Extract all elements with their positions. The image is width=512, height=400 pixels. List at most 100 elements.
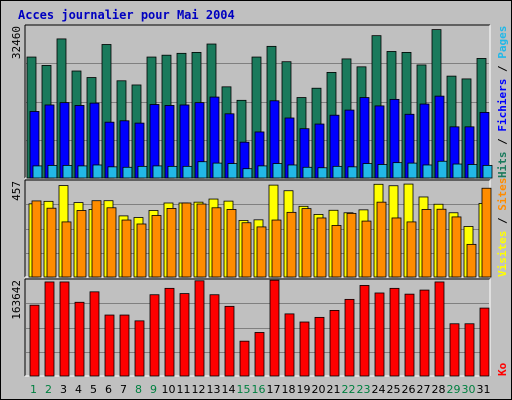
bar-pages-day-4 bbox=[77, 165, 88, 179]
x-tick-label-day-2: 2 bbox=[45, 383, 52, 396]
bar-pages-day-13 bbox=[212, 162, 223, 179]
bar-ko-day-5 bbox=[89, 291, 100, 377]
legend-entry: Fichiers bbox=[496, 79, 509, 132]
bar-sites-day-14 bbox=[226, 209, 237, 278]
bar-ko-day-15 bbox=[239, 340, 250, 377]
bar-sites-day-3 bbox=[61, 221, 72, 278]
bar-sites-day-2 bbox=[46, 207, 57, 278]
x-tick-label-day-14: 14 bbox=[222, 383, 236, 396]
panel-middle: 457 Visites / Sites bbox=[10, 178, 509, 278]
bar-ko-day-26 bbox=[404, 293, 415, 377]
legend-top: Hits / Fichiers / Pages bbox=[496, 26, 509, 178]
x-tick-label-day-21: 21 bbox=[327, 383, 341, 396]
x-tick-label-day-17: 17 bbox=[267, 383, 281, 396]
bar-pages-day-21 bbox=[332, 165, 343, 179]
x-tick-label-day-31: 31 bbox=[477, 383, 491, 396]
bar-sites-day-22 bbox=[346, 212, 357, 278]
bar-ko-day-6 bbox=[104, 314, 115, 377]
bar-pages-day-14 bbox=[227, 163, 238, 179]
x-tick-label-day-26: 26 bbox=[402, 383, 416, 396]
bar-pages-day-10 bbox=[167, 165, 178, 179]
x-tick-label-day-13: 13 bbox=[207, 383, 221, 396]
bar-pages-day-5 bbox=[92, 164, 103, 179]
x-tick-label-day-9: 9 bbox=[150, 383, 157, 396]
bar-sites-day-23 bbox=[361, 220, 372, 278]
bar-pages-day-20 bbox=[317, 167, 328, 179]
bar-sites-day-11 bbox=[181, 202, 192, 278]
bar-pages-day-16 bbox=[257, 165, 268, 179]
bar-ko-day-31 bbox=[479, 307, 490, 377]
x-tick-label-day-3: 3 bbox=[60, 383, 67, 396]
bar-pages-day-15 bbox=[242, 168, 253, 179]
bar-ko-day-16 bbox=[254, 332, 265, 377]
x-tick-label-day-15: 15 bbox=[237, 383, 251, 396]
panel-bottom: 163642 Ko bbox=[10, 278, 509, 377]
x-tick-label-day-4: 4 bbox=[75, 383, 82, 396]
bar-ko-day-19 bbox=[299, 321, 310, 377]
bar-sites-day-4 bbox=[76, 210, 87, 278]
legend-entry: Sites bbox=[496, 178, 509, 211]
x-tick-label-day-23: 23 bbox=[357, 383, 371, 396]
bar-pages-day-29 bbox=[452, 163, 463, 179]
x-tick-label-day-7: 7 bbox=[120, 383, 127, 396]
legend-entry: Ko bbox=[496, 362, 509, 376]
bar-pages-day-8 bbox=[137, 165, 148, 179]
legend-entry: Pages bbox=[496, 26, 509, 59]
bar-sites-day-24 bbox=[376, 201, 387, 278]
bar-ko-day-21 bbox=[329, 309, 340, 377]
chart-title: Acces journalier pour Mai 2004 bbox=[18, 8, 235, 22]
x-tick-label-day-11: 11 bbox=[177, 383, 191, 396]
bar-sites-day-15 bbox=[241, 222, 252, 278]
x-tick-label-day-25: 25 bbox=[387, 383, 401, 396]
x-tick-label-day-27: 27 bbox=[417, 383, 431, 396]
x-tick-label-day-10: 10 bbox=[162, 383, 176, 396]
x-tick-label-day-8: 8 bbox=[135, 383, 142, 396]
bar-sites-day-5 bbox=[91, 200, 102, 278]
bar-sites-day-17 bbox=[271, 219, 282, 278]
y-axis-max-label: 32460 bbox=[10, 26, 23, 59]
bar-ko-day-23 bbox=[359, 285, 370, 377]
bar-sites-day-26 bbox=[406, 221, 417, 278]
x-tick-label-day-22: 22 bbox=[342, 383, 356, 396]
bar-sites-day-9 bbox=[151, 215, 162, 278]
bar-sites-day-7 bbox=[121, 219, 132, 278]
bar-pages-day-3 bbox=[62, 165, 73, 179]
bar-sites-day-25 bbox=[391, 217, 402, 278]
bar-ko-day-28 bbox=[434, 281, 445, 377]
bar-sites-day-6 bbox=[106, 207, 117, 278]
bar-sites-day-1 bbox=[31, 200, 42, 278]
bar-pages-day-11 bbox=[182, 165, 193, 179]
bar-pages-day-24 bbox=[377, 164, 388, 179]
bar-sites-day-29 bbox=[451, 216, 462, 278]
bar-pages-day-23 bbox=[362, 163, 373, 179]
bar-ko-day-27 bbox=[419, 289, 430, 377]
bar-pages-day-18 bbox=[287, 164, 298, 179]
bar-sites-day-8 bbox=[136, 223, 147, 278]
bar-ko-day-14 bbox=[224, 305, 235, 377]
bar-ko-day-18 bbox=[284, 313, 295, 377]
bar-ko-day-4 bbox=[74, 301, 85, 377]
bar-ko-day-2 bbox=[44, 281, 55, 377]
legend-entry: / bbox=[496, 132, 509, 152]
bar-sites-day-12 bbox=[196, 203, 207, 278]
x-tick-label-day-12: 12 bbox=[192, 383, 206, 396]
y-axis-max-label: 163642 bbox=[10, 280, 23, 320]
x-tick-label-day-28: 28 bbox=[432, 383, 446, 396]
panel-top: 32460 Hits / Fichiers / Pages bbox=[10, 24, 509, 179]
bar-sites-day-30 bbox=[466, 243, 477, 278]
x-tick-label-day-1: 1 bbox=[30, 383, 37, 396]
bar-pages-day-2 bbox=[47, 165, 58, 179]
bar-pages-day-9 bbox=[152, 165, 163, 179]
bar-sites-day-21 bbox=[331, 225, 342, 278]
bar-pages-day-1 bbox=[32, 165, 43, 179]
bar-ko-day-25 bbox=[389, 287, 400, 377]
bar-pages-day-30 bbox=[467, 164, 478, 179]
x-tick-label-day-30: 30 bbox=[462, 383, 476, 396]
x-tick-label-day-19: 19 bbox=[297, 383, 311, 396]
bar-pages-day-25 bbox=[392, 162, 403, 179]
bar-pages-day-17 bbox=[272, 163, 283, 179]
bar-ko-day-8 bbox=[134, 320, 145, 377]
bar-pages-day-6 bbox=[107, 166, 118, 179]
legend-bottom: Ko bbox=[496, 362, 509, 376]
